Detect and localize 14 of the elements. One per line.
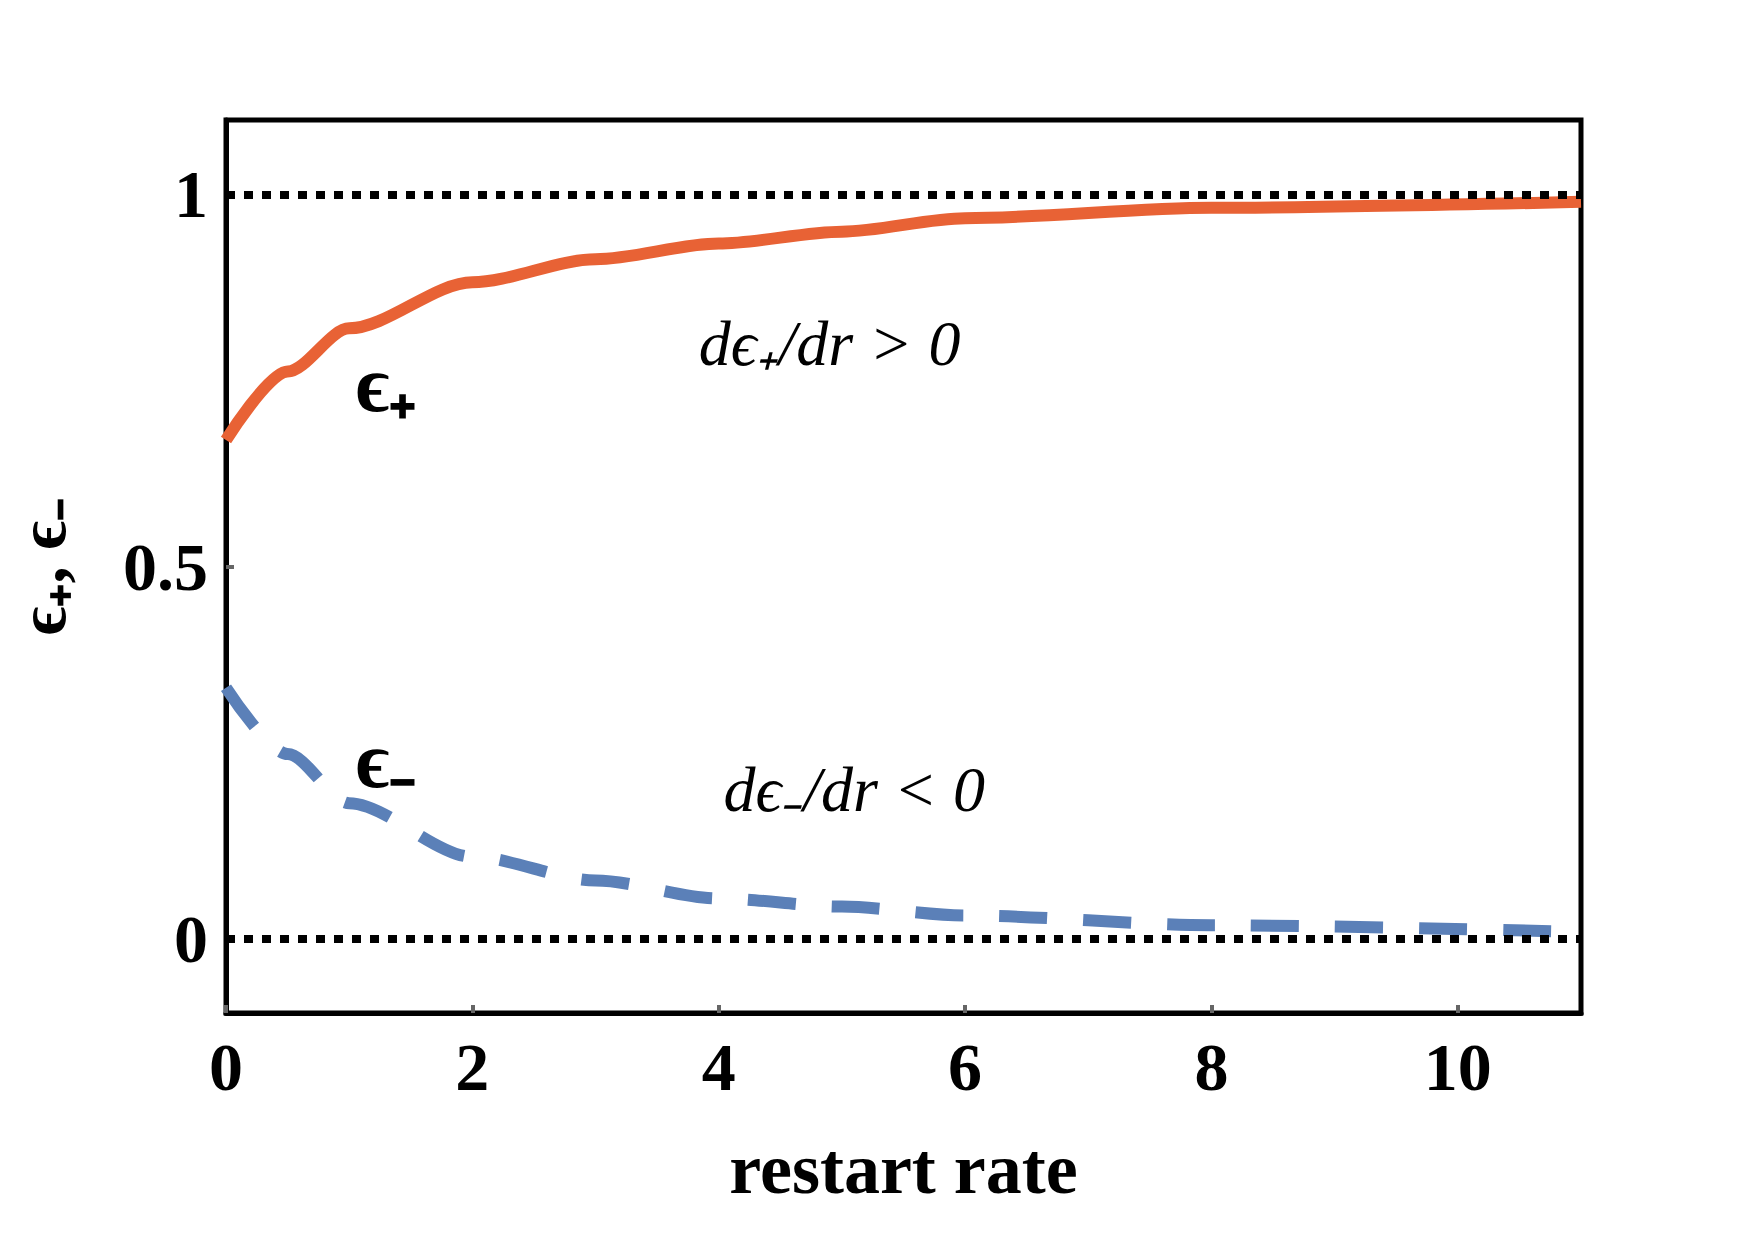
y-tick-label: 1 <box>174 156 208 233</box>
x-tick-label: 2 <box>455 1029 490 1105</box>
y-tick-label: 0 <box>174 900 208 977</box>
x-tick-label: 6 <box>948 1029 983 1105</box>
x-tick-label: 4 <box>701 1029 736 1105</box>
x-tick-label: 8 <box>1194 1029 1229 1105</box>
x-tick-label: 10 <box>1423 1029 1492 1105</box>
series-label: ϵ₊ <box>355 340 417 429</box>
y-axis-title: ϵ₊, ϵ₋ <box>4 497 80 636</box>
annotation: dϵ₋/dr < 0 <box>723 754 986 826</box>
x-axis-title: restart rate <box>729 1129 1078 1209</box>
y-tick-label: 0.5 <box>123 528 208 605</box>
series-label: ϵ₋ <box>355 715 417 804</box>
annotation: dϵ₊/dr > 0 <box>698 307 961 379</box>
